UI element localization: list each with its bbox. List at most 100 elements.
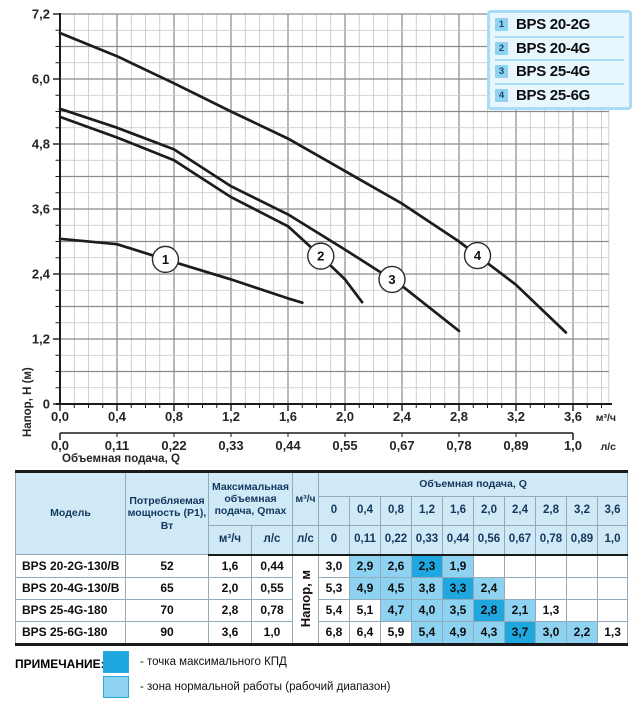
table-row: BPS 25-4G-180 70 2,8 0,78 5,4 5,1 4,7 4,0 3,5 2,8…: [15, 598, 629, 622]
head-value-cell: 5,3: [318, 576, 350, 600]
head-value-cell: [535, 554, 567, 578]
head-value-cell: 3,7: [504, 620, 536, 645]
flow-m3h-header: 2,4: [504, 496, 536, 526]
svg-text:1,6: 1,6: [279, 409, 297, 424]
svg-text:0,89: 0,89: [503, 438, 528, 453]
flow-ls-header: 0,78: [535, 525, 567, 556]
head-value-cell: 3,5: [442, 598, 474, 622]
qmax-unit-m3h: м³/ч: [208, 525, 252, 556]
legend-number-chip: 4: [495, 88, 508, 102]
head-value-cell: 3,0: [318, 554, 350, 578]
flow-ls-header: 0,56: [473, 525, 505, 556]
legend-label: BPS 20-4G: [516, 39, 590, 57]
legend-item-4: 4 BPS 25-6G: [495, 85, 624, 107]
col-header-unit-m3h: м³/ч: [292, 471, 319, 526]
flow-ls-header: 0,67: [504, 525, 536, 556]
pump-performance-chart: 0,0 0,4 0,8 1,2 1,6 2,0 2,4 2,8 3,2 3,6 м³/ч 0,0 0,1…: [22, 6, 632, 465]
flow-ls-header: 0,33: [411, 525, 443, 556]
flow-ls-header: 1,0: [596, 525, 629, 556]
flow-m3h-header: 1,2: [411, 496, 443, 526]
head-value-cell: [566, 598, 598, 622]
qmax-ls-cell: 0,44: [251, 554, 293, 578]
note-section: ПРИМЕЧАНИЕ: - точка максимального КПД - …: [15, 651, 390, 698]
col-header-flow: Объемная подача, Q: [317, 471, 629, 497]
svg-text:0,55: 0,55: [332, 438, 357, 453]
work-zone-label: - зона нормальной работы (рабочий диапаз…: [140, 681, 391, 693]
head-value-cell: 4,0: [411, 598, 443, 622]
legend-item-2: 2 BPS 20-4G: [495, 38, 624, 61]
legend-item-3: 3 BPS 25-4G: [495, 61, 624, 85]
head-value-cell: 5,4: [318, 598, 350, 622]
head-value-cell: 2,8: [473, 598, 505, 622]
svg-text:0,0: 0,0: [51, 438, 69, 453]
col-header-power: Потребляемая мощность (P1), Вт: [125, 471, 209, 555]
svg-text:0,8: 0,8: [165, 409, 183, 424]
head-value-cell: 4,5: [380, 576, 412, 600]
model-cell: BPS 25-4G-180: [15, 598, 126, 622]
legend-item-1: 1 BPS 20-2G: [495, 14, 624, 38]
svg-text:0,11: 0,11: [105, 438, 130, 453]
head-value-cell: 3,3: [442, 576, 474, 600]
svg-text:м³/ч: м³/ч: [596, 412, 616, 424]
head-value-cell: 4,9: [349, 576, 381, 600]
qmax-m3h-cell: 3,6: [208, 620, 252, 645]
table-row: BPS 25-6G-180 90 3,6 1,0 6,8 6,4 5,9 5,4 4,9 4,3 3…: [15, 620, 629, 645]
head-value-cell: [596, 554, 629, 578]
flow-m3h-header: 3,2: [566, 496, 598, 526]
svg-text:6,0: 6,0: [32, 71, 50, 86]
head-value-cell: [504, 576, 536, 600]
max-efficiency-swatch: [103, 651, 129, 673]
qmax-ls-cell: 0,78: [251, 598, 293, 622]
svg-text:0,0: 0,0: [51, 409, 69, 424]
col-header-unit-ls: л/с: [292, 525, 319, 556]
head-value-cell: 4,7: [380, 598, 412, 622]
head-value-cell: 4,9: [442, 620, 474, 645]
svg-text:Объемная подача, Q: Объемная подача, Q: [62, 453, 180, 465]
note-row-max: - точка максимального КПД: [103, 651, 390, 673]
head-value-cell: [596, 576, 629, 600]
qmax-m3h-cell: 2,8: [208, 598, 252, 622]
legend-label: BPS 25-4G: [516, 63, 590, 81]
head-value-cell: 3,8: [411, 576, 443, 600]
head-value-cell: [566, 554, 598, 578]
curve-marker-4: [463, 241, 492, 270]
head-value-cell: 6,8: [318, 620, 350, 645]
flow-ls-header: 0,44: [442, 525, 474, 556]
svg-text:0,33: 0,33: [218, 438, 243, 453]
power-cell: 90: [125, 620, 209, 645]
flow-ls-header: 0,89: [566, 525, 598, 556]
power-cell: 65: [125, 576, 209, 600]
head-value-cell: [504, 554, 536, 578]
curve-1: [58, 237, 304, 305]
head-value-cell: [535, 576, 567, 600]
power-cell: 52: [125, 554, 209, 578]
svg-text:2,4: 2,4: [393, 409, 412, 424]
head-value-cell: 2,6: [380, 554, 412, 578]
svg-text:0,78: 0,78: [446, 438, 471, 453]
model-cell: BPS 25-6G-180: [15, 620, 126, 645]
svg-text:7,2: 7,2: [32, 6, 50, 21]
head-value-cell: 2,3: [411, 554, 443, 578]
head-value-cell: 2,2: [566, 620, 598, 645]
head-value-cell: 2,4: [473, 576, 505, 600]
svg-text:л/с: л/с: [601, 441, 617, 453]
svg-text:0,67: 0,67: [389, 438, 414, 453]
work-zone-swatch: [103, 676, 129, 698]
legend-number-chip: 2: [495, 41, 508, 55]
chart-legend: 1 BPS 20-2G 2 BPS 20-4G 3 BPS 25-4G 4 BP…: [487, 10, 632, 110]
curve-2: [58, 115, 364, 304]
flow-m3h-header: 1,6: [442, 496, 474, 526]
flow-m3h-header: 3,6: [596, 496, 629, 526]
svg-text:0,22: 0,22: [161, 438, 186, 453]
note-row-zone: - зона нормальной работы (рабочий диапаз…: [103, 676, 390, 698]
svg-text:3,2: 3,2: [507, 409, 525, 424]
curve-marker-3: [378, 265, 406, 294]
head-value-cell: 6,4: [349, 620, 381, 645]
svg-text:3,6: 3,6: [564, 409, 582, 424]
flow-ls-header: 0: [318, 525, 350, 556]
legend-label: BPS 25-6G: [516, 86, 590, 104]
pump-curves-svg: 0,0 0,4 0,8 1,2 1,6 2,0 2,4 2,8 3,2 3,6 м³/ч 0,0 0,1…: [22, 6, 617, 465]
svg-text:1: 1: [162, 252, 169, 267]
head-value-cell: 5,4: [411, 620, 443, 645]
svg-text:1,2: 1,2: [32, 331, 50, 346]
